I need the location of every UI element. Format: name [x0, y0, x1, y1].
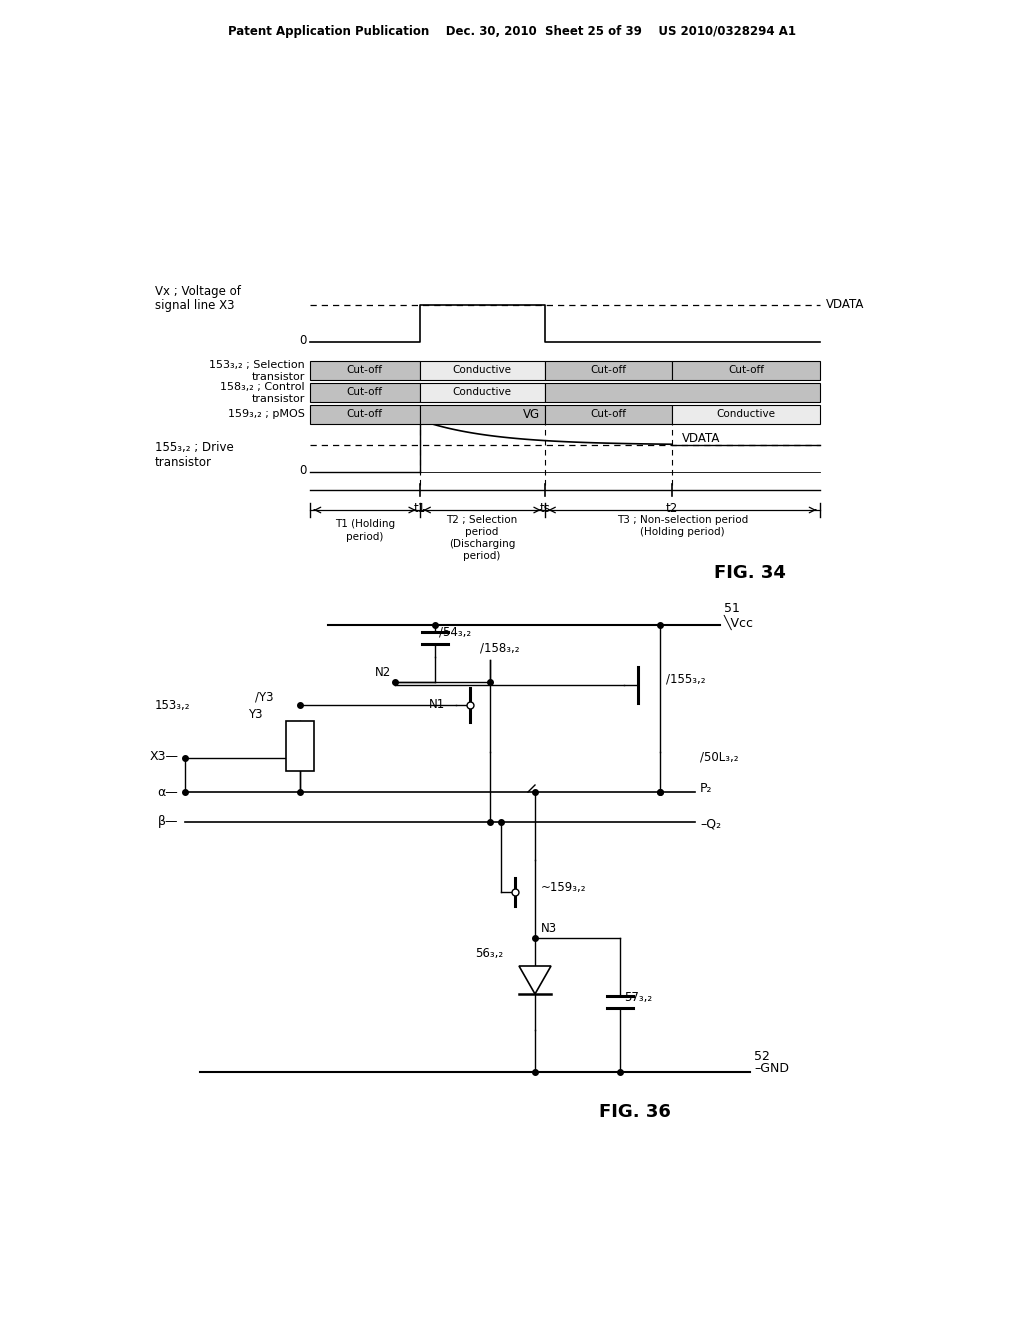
Bar: [310, 360, 420, 380]
Text: Cut-off: Cut-off: [591, 409, 627, 418]
Text: Cut-off: Cut-off: [347, 409, 383, 418]
Text: N2: N2: [375, 667, 391, 680]
Text: signal line X3: signal line X3: [155, 300, 234, 313]
Text: –GND: –GND: [754, 1063, 790, 1076]
Bar: [672, 360, 820, 380]
Text: 56₃,₂: 56₃,₂: [475, 946, 503, 960]
Text: FIG. 36: FIG. 36: [599, 1104, 671, 1121]
Text: 52: 52: [754, 1049, 770, 1063]
Text: transistor: transistor: [252, 393, 305, 404]
Bar: [310, 383, 420, 401]
Text: Patent Application Publication    Dec. 30, 2010  Sheet 25 of 39    US 2010/03282: Patent Application Publication Dec. 30, …: [228, 25, 796, 38]
Text: /158₃,₂: /158₃,₂: [480, 642, 519, 655]
Text: /Y3: /Y3: [255, 690, 273, 704]
Text: /155₃,₂: /155₃,₂: [666, 672, 706, 685]
Text: –Q₂: –Q₂: [700, 817, 721, 830]
Bar: [420, 383, 545, 401]
Text: β—: β—: [158, 816, 178, 829]
Bar: [310, 404, 420, 424]
Bar: [420, 360, 545, 380]
Bar: [420, 404, 545, 424]
Text: 158₃,₂ ; Control: 158₃,₂ ; Control: [220, 381, 305, 392]
Text: 0: 0: [300, 334, 307, 346]
Text: α—: α—: [158, 785, 178, 799]
Text: /50L₃,₂: /50L₃,₂: [700, 751, 738, 763]
Text: FIG. 34: FIG. 34: [714, 564, 786, 582]
Text: 57₃,₂: 57₃,₂: [624, 990, 652, 1003]
Text: P₂: P₂: [700, 783, 713, 796]
Text: Cut-off: Cut-off: [347, 366, 383, 375]
Text: T1 (Holding: T1 (Holding: [335, 519, 395, 529]
Text: T3 ; Non-selection period: T3 ; Non-selection period: [616, 515, 748, 525]
Text: X3—: X3—: [150, 750, 179, 763]
Bar: [672, 404, 820, 424]
Text: 159₃,₂ ; pMOS: 159₃,₂ ; pMOS: [228, 409, 305, 418]
Bar: [545, 360, 672, 380]
Text: period): period): [464, 550, 501, 561]
Text: 153₃,₂ ; Selection: 153₃,₂ ; Selection: [209, 360, 305, 370]
Text: ts: ts: [540, 502, 550, 515]
Text: 153₃,₂: 153₃,₂: [155, 698, 190, 711]
Bar: [545, 404, 672, 424]
Text: T2 ; Selection: T2 ; Selection: [446, 515, 518, 525]
Text: ╲Vcc: ╲Vcc: [724, 614, 754, 630]
Text: transistor: transistor: [155, 455, 212, 469]
Polygon shape: [519, 966, 551, 994]
Text: period): period): [346, 532, 384, 543]
Text: ~159₃,₂: ~159₃,₂: [541, 882, 587, 895]
Bar: [545, 383, 820, 401]
Text: VDATA: VDATA: [826, 298, 864, 312]
Text: 155₃,₂ ; Drive: 155₃,₂ ; Drive: [155, 441, 233, 454]
Text: t1: t1: [414, 502, 426, 515]
Text: VG: VG: [522, 408, 540, 421]
Text: Cut-off: Cut-off: [728, 366, 764, 375]
Text: Y3: Y3: [248, 709, 262, 722]
Text: transistor: transistor: [252, 372, 305, 381]
Text: Cut-off: Cut-off: [591, 366, 627, 375]
Text: Cut-off: Cut-off: [347, 387, 383, 397]
Text: Conductive: Conductive: [717, 409, 775, 418]
Text: VDATA: VDATA: [682, 433, 721, 446]
Text: Vx ; Voltage of: Vx ; Voltage of: [155, 285, 241, 298]
Text: 51: 51: [724, 602, 740, 615]
Bar: [286, 721, 314, 771]
Text: (Discharging: (Discharging: [449, 539, 515, 549]
Text: Conductive: Conductive: [453, 387, 512, 397]
Text: period: period: [466, 527, 499, 537]
Text: (Holding period): (Holding period): [640, 527, 725, 537]
Text: N3: N3: [541, 921, 557, 935]
Text: 0: 0: [300, 463, 307, 477]
Text: N1: N1: [429, 698, 445, 711]
Text: t2: t2: [666, 502, 678, 515]
Text: Conductive: Conductive: [453, 366, 512, 375]
Text: /54₃,₂: /54₃,₂: [439, 626, 471, 639]
